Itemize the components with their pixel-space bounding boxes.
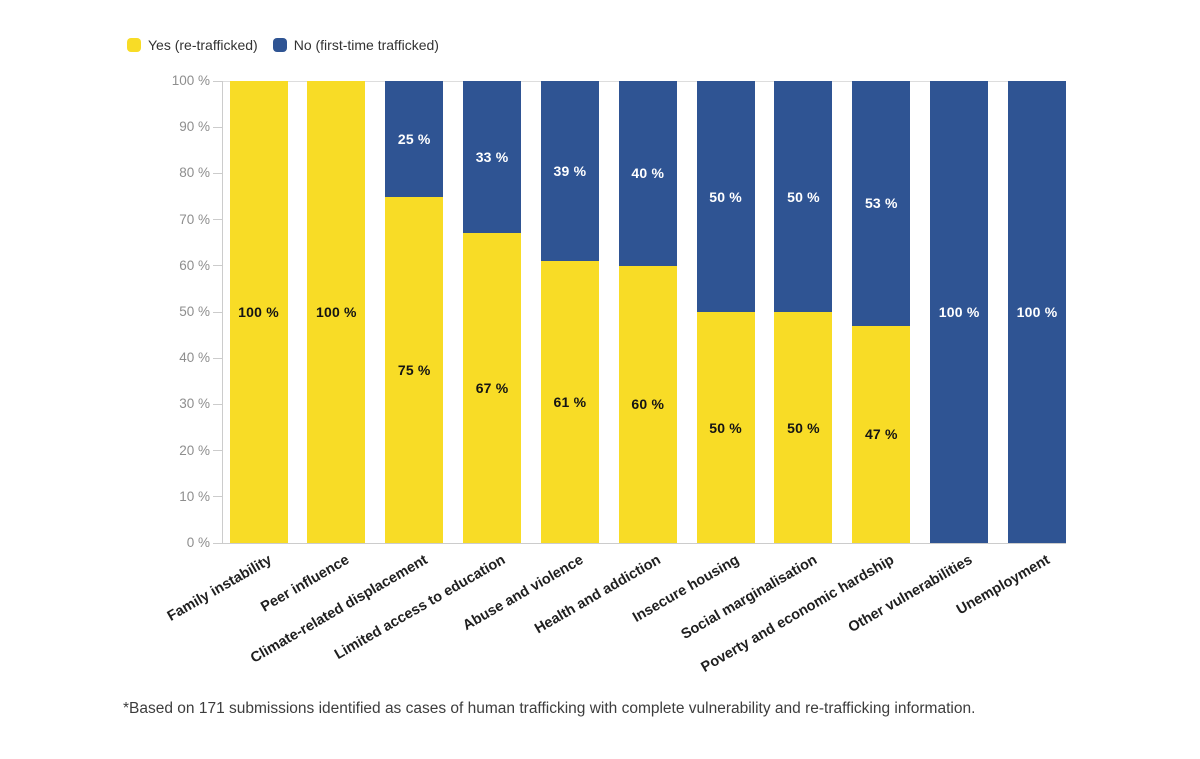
x-axis-label: Health and addiction <box>532 552 664 638</box>
legend-item-yes[interactable]: Yes (re-trafficked) <box>127 37 258 53</box>
y-axis-tick-mark <box>213 219 222 221</box>
footnote: *Based on 171 submissions identified as … <box>123 700 976 717</box>
bar-value-label-no: 50 % <box>709 188 742 205</box>
bar-value-label-yes: 100 % <box>315 304 357 320</box>
bar-segment-yes <box>696 312 755 543</box>
bar-value-label-yes: 50 % <box>709 419 742 436</box>
bar-segment-yes <box>229 81 288 543</box>
bar-value-label-no: 100 % <box>938 304 980 320</box>
bar-segment-no <box>618 81 677 266</box>
y-axis-tick-mark <box>213 265 222 267</box>
y-axis-tick-label: 20 % <box>179 442 210 458</box>
y-axis-tick-label: 50 % <box>179 304 210 319</box>
legend-swatch-no <box>272 38 287 52</box>
bar-value-label-yes: 61 % <box>553 394 587 411</box>
bar-value-label-no: 33 % <box>475 149 509 166</box>
y-axis-tick-label: 70 % <box>179 211 210 227</box>
bar-value-label-yes: 100 % <box>238 304 279 320</box>
bar-value-label-no: 40 % <box>631 165 665 182</box>
bar-segment-no <box>1008 81 1066 543</box>
bar-value-label-yes: 60 % <box>631 396 665 413</box>
bar-value-label-yes: 75 % <box>397 361 431 378</box>
bar-value-label-yes: 47 % <box>864 426 898 443</box>
bar-value-label-no: 53 % <box>864 195 898 212</box>
y-axis-tick-label: 10 % <box>179 488 210 504</box>
legend-label-yes: Yes (re-trafficked) <box>148 37 258 53</box>
legend-swatch-yes <box>127 38 141 52</box>
x-axis-label: Family instability <box>164 552 275 625</box>
bar-segment-no <box>852 81 911 326</box>
bar-segment-yes <box>385 196 444 543</box>
bar-segment-no <box>385 81 444 197</box>
y-axis-tick-mark <box>213 80 222 82</box>
y-axis-tick-mark <box>213 496 222 498</box>
x-axis-label: Social marginalisation <box>678 552 820 643</box>
y-axis-tick-mark <box>213 126 222 128</box>
bar-segment-yes <box>463 233 522 543</box>
y-axis-line <box>222 81 223 543</box>
bar-segment-no <box>774 81 833 312</box>
bar-value-label-no: 25 % <box>397 130 431 147</box>
bar-segment-yes <box>540 261 599 543</box>
bar-value-label-no: 39 % <box>553 163 587 180</box>
bar-segment-yes <box>618 265 677 543</box>
bar-value-label-yes: 50 % <box>787 419 820 436</box>
y-axis-tick-mark <box>213 403 222 405</box>
legend: Yes (re-trafficked) No (first-time traff… <box>127 37 439 53</box>
legend-label-no: No (first-time trafficked) <box>293 37 439 53</box>
bar-segment-no <box>696 81 755 312</box>
legend-item-no[interactable]: No (first-time trafficked) <box>272 37 439 53</box>
plot-area: 0 % 10 % 20 % 30 % 40 % 50 % 60 % 70 % 80 % 90 % 1… <box>165 73 1066 676</box>
y-axis-tick-label: 100 % <box>171 73 210 88</box>
bar-segment-no <box>463 81 522 234</box>
y-axis-tick-mark <box>213 450 222 452</box>
bar-segment-no <box>930 81 989 543</box>
bar-segment-yes <box>852 325 911 543</box>
bar-segment-yes <box>774 312 833 543</box>
bar-value-label-no: 50 % <box>787 188 820 205</box>
y-axis-tick-label: 0 % <box>186 535 210 550</box>
bar-segment-yes <box>307 81 366 543</box>
bar-value-label-yes: 67 % <box>475 380 509 397</box>
y-axis-tick-label: 80 % <box>179 165 210 181</box>
y-axis-tick-mark <box>213 357 222 359</box>
x-axis-line <box>222 543 1066 544</box>
bar-value-label-no: 100 % <box>1016 304 1058 320</box>
y-axis-tick-mark <box>213 542 222 544</box>
y-axis-tick-label: 90 % <box>179 119 210 135</box>
y-axis-tick-mark <box>213 311 222 313</box>
y-axis-tick-label: 40 % <box>179 350 210 366</box>
y-axis-tick-label: 60 % <box>179 257 210 273</box>
bar-segment-no <box>540 81 599 262</box>
y-axis-tick-label: 30 % <box>179 396 210 412</box>
y-axis-tick-mark <box>213 172 222 174</box>
